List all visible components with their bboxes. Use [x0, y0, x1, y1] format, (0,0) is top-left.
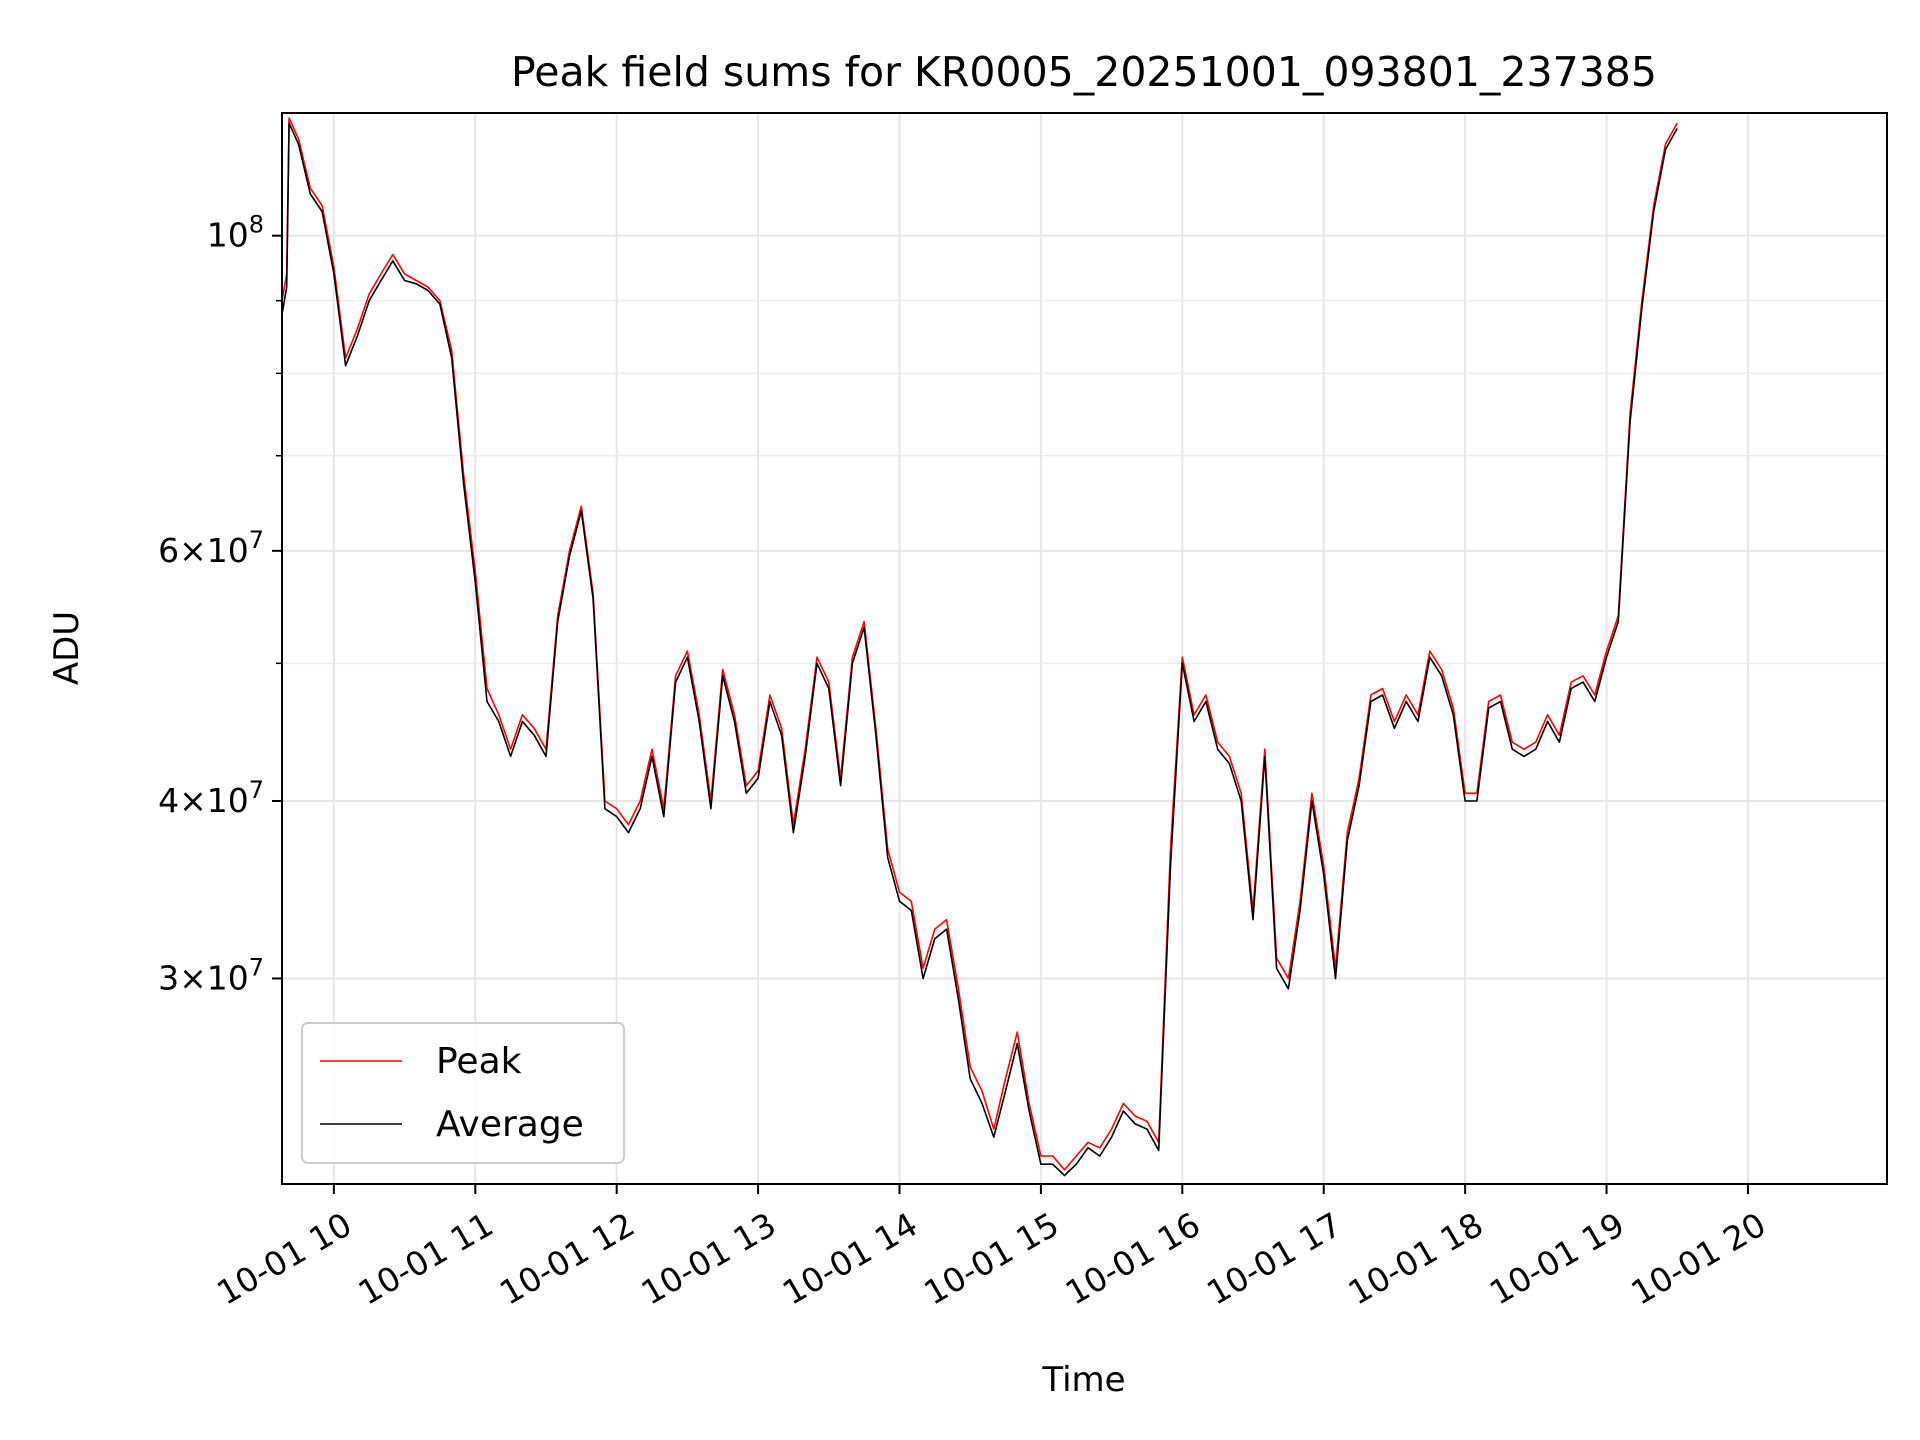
series-line-average	[282, 122, 1678, 1177]
chart-title: Peak field sums for KR0005_20251001_0938…	[511, 48, 1657, 96]
x-tick-label: 10-01 17	[1200, 1205, 1348, 1313]
legend: Peak Average	[301, 1022, 625, 1164]
x-tick-label: 10-01 15	[917, 1205, 1065, 1313]
x-tick-label: 10-01 14	[776, 1205, 924, 1313]
plot-area	[282, 113, 1887, 1184]
legend-label-peak: Peak	[436, 1041, 522, 1082]
legend-box	[301, 1022, 625, 1164]
x-tick-label: 10-01 20	[1624, 1205, 1772, 1313]
legend-label-average: Average	[436, 1104, 584, 1145]
axes-frame	[281, 112, 1888, 1185]
y-axis: 108 6×107 4×107 3×107	[158, 211, 282, 997]
y-tick-label: 108	[207, 211, 264, 255]
x-tick-label: 10-01 13	[634, 1205, 782, 1313]
x-tick-label: 10-01 16	[1059, 1205, 1207, 1313]
y-tick-label: 3×107	[158, 953, 264, 997]
y-tick-label: 4×107	[158, 776, 264, 820]
y-axis-label: ADU	[47, 611, 87, 685]
x-tick-label: 10-01 10	[210, 1205, 358, 1313]
x-tick-label: 10-01 12	[493, 1205, 641, 1313]
x-axis-label: Time	[1041, 1360, 1125, 1400]
y-tick-label: 6×107	[158, 526, 264, 570]
series-line-peak	[282, 117, 1678, 1171]
x-tick-label: 10-01 19	[1483, 1205, 1631, 1313]
x-tick-label: 10-01 11	[352, 1205, 500, 1313]
series-layer	[282, 117, 1678, 1177]
x-tick-label: 10-01 18	[1342, 1205, 1490, 1313]
